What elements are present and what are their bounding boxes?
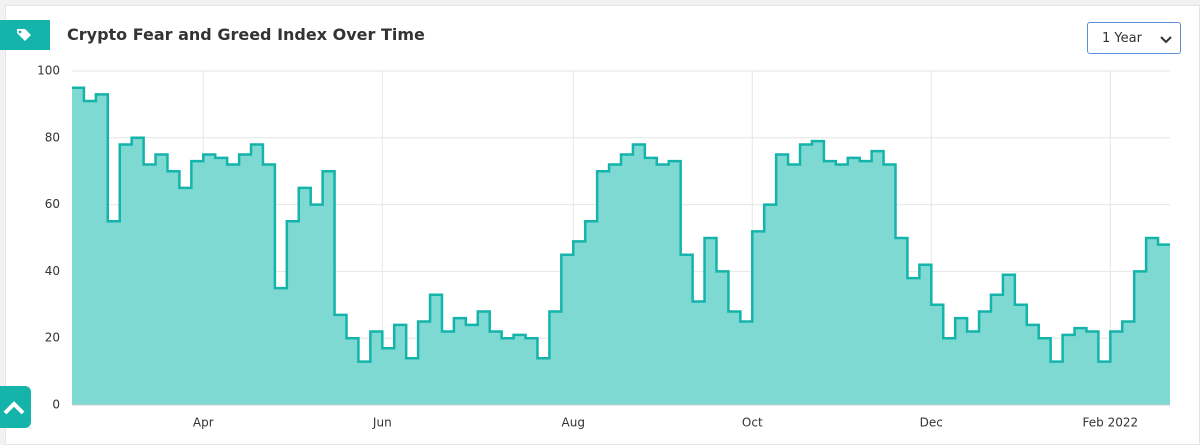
range-select[interactable]: 1 Year [1087, 22, 1181, 54]
area-fill [72, 87, 1170, 405]
y-tick-label: 80 [45, 130, 60, 144]
tag-glyph [17, 29, 31, 41]
chart-title: Crypto Fear and Greed Index Over Time [67, 25, 425, 44]
up-arrow [3, 401, 25, 415]
x-tick-label: Oct [742, 416, 763, 430]
x-tick-label: Feb 2022 [1083, 416, 1139, 430]
x-tick-label: Aug [562, 416, 585, 430]
y-tick-label: 20 [45, 331, 60, 345]
tag-icon [0, 20, 50, 50]
scroll-up-button[interactable] [0, 386, 31, 428]
y-tick-label: 0 [52, 398, 60, 412]
x-tick-label: Dec [920, 416, 943, 430]
x-tick-label: Apr [193, 416, 214, 430]
range-select-text: 1 Year [1102, 31, 1142, 46]
y-tick-label: 60 [45, 197, 60, 211]
select-arrow [1160, 36, 1172, 44]
y-tick-label: 40 [45, 264, 60, 278]
x-tick-label: Jun [372, 416, 392, 430]
area-line [72, 86, 1170, 363]
y-tick-label: 100 [37, 64, 60, 78]
